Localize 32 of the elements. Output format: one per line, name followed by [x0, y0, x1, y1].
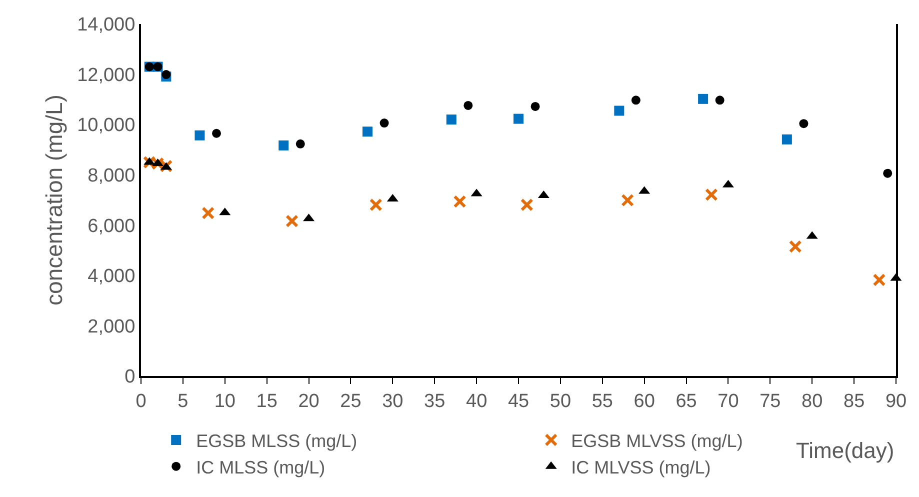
legend-label: IC MLSS (mg/L) — [196, 457, 326, 478]
legend-label: EGSB MLVSS (mg/L) — [571, 430, 743, 451]
x-tick-label: 60 — [634, 390, 655, 412]
y-tick-label: 14,000 — [77, 14, 136, 36]
legend-label: EGSB MLSS (mg/L) — [196, 430, 358, 451]
x-tick-label: 50 — [550, 390, 572, 412]
y-tick-label: 12,000 — [77, 64, 136, 86]
y-tick-label: 8,000 — [88, 166, 136, 187]
x-tick-label: 20 — [298, 390, 320, 412]
x-tick-label: 75 — [760, 390, 781, 412]
y-tick-label: 10,000 — [77, 115, 136, 136]
x-tick-label: 25 — [340, 390, 362, 412]
y-tick-label: 2,000 — [88, 316, 136, 338]
x-tick-label: 45 — [508, 390, 530, 412]
x-tick-label: 85 — [843, 390, 865, 412]
x-tick-label: 15 — [256, 390, 278, 412]
x-tick-label: 55 — [592, 390, 613, 412]
x-tick-label: 10 — [214, 390, 236, 412]
x-tick-label: 35 — [424, 390, 446, 412]
x-tick-label: 30 — [382, 390, 404, 412]
x-tick-label: 40 — [466, 390, 488, 412]
x-tick-label: 90 — [885, 390, 907, 412]
y-tick-label: 4,000 — [88, 266, 136, 288]
y-tick-label: 6,000 — [88, 216, 136, 237]
x-tick-label: 80 — [802, 390, 823, 412]
y-tick-label: 0 — [124, 366, 136, 388]
x-tick-label: 65 — [676, 390, 697, 412]
x-tick-label: 5 — [178, 390, 188, 412]
legend-label: IC MLVSS (mg/L) — [571, 457, 711, 478]
y-axis-title: concentration (mg/L) — [41, 94, 68, 306]
x-axis-title: Time(day) — [796, 438, 894, 463]
x-tick-label: 70 — [718, 390, 739, 412]
